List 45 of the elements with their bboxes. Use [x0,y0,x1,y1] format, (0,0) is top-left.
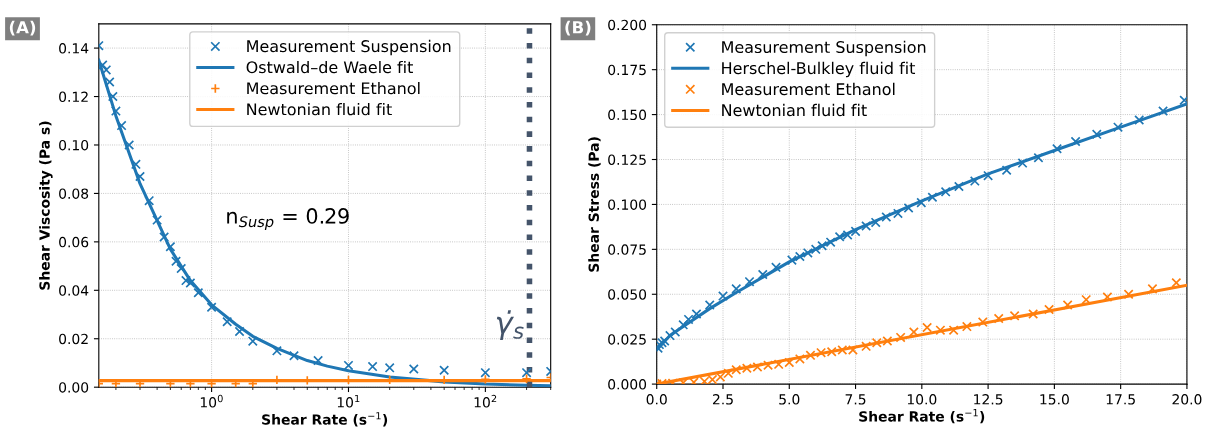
y-tick-label: 0.000 [608,379,647,390]
x-tick-label: 15.0 [1040,394,1069,405]
y-axis-title: Shear Viscosity (Pa s) [39,121,53,290]
x-tick-label: 7.5 [845,394,866,405]
legend-label: Newtonian fluid fit [247,102,392,116]
y-tick-label: 0.100 [608,199,647,210]
x-tick-label: 0.0 [646,394,667,405]
y-tick-label: 0.025 [608,334,646,345]
text: (B) [565,20,591,36]
x-tick-label: 2.5 [712,394,733,405]
y-tick-label: 0.075 [608,244,646,255]
x-tick-label: 10$^{1}$ [337,394,360,408]
legend-label: Measurement Suspension [247,39,451,56]
y-tick-label: 0.10 [59,139,89,151]
y-tick-label: 0.200 [608,19,647,31]
y-tick-label: 0.150 [608,109,647,121]
y-axis-title: Shear Stress (Pa) [588,137,601,272]
y-tick-label: 0.175 [608,64,646,76]
y-tick-label: 0.00 [59,382,89,393]
legend-label: Measurement Ethanol [722,82,895,96]
y-tick-label: 0.08 [59,188,89,199]
ref-line-label: γ̇$_{s}$ [496,310,524,340]
x-tick-label: 10$^{0}$ [200,394,223,408]
legend-label: Ostwald–de Waele fit [246,60,413,74]
legend-label: Measurement Suspension [722,40,926,57]
y-tick-label: 0.04 [59,285,89,296]
legend-label: Measurement Ethanol [247,81,420,95]
x-tick-label: 20.0 [1172,394,1202,405]
text: (A) [9,20,36,36]
annotation: n$_{Susp}$ = 0.29 [227,208,349,230]
y-tick-label: 0.050 [608,289,647,300]
x-tick-label: 10.0 [907,394,937,405]
y-tick-label: 0.12 [59,91,88,103]
legend-label: Herschel-Bulkley fluid fit [722,61,916,78]
x-tick-label: 12.5 [974,394,1003,405]
x-axis-title: Shear Rate (s$^{−1}$) [262,412,388,427]
legend-label: Newtonian fluid fit [722,103,867,117]
y-tick-label: 0.14 [59,43,89,54]
x-tick-label: 5.0 [779,394,800,405]
x-tick-label: 17.5 [1106,394,1135,405]
x-tick-label: 10$^{2}$ [474,394,497,408]
y-tick-label: 0.06 [59,236,89,248]
y-tick-label: 0.125 [608,154,646,165]
y-tick-label: 0.02 [59,333,88,345]
x-axis-title: Shear Rate (s$^{−1}$) [859,409,985,424]
